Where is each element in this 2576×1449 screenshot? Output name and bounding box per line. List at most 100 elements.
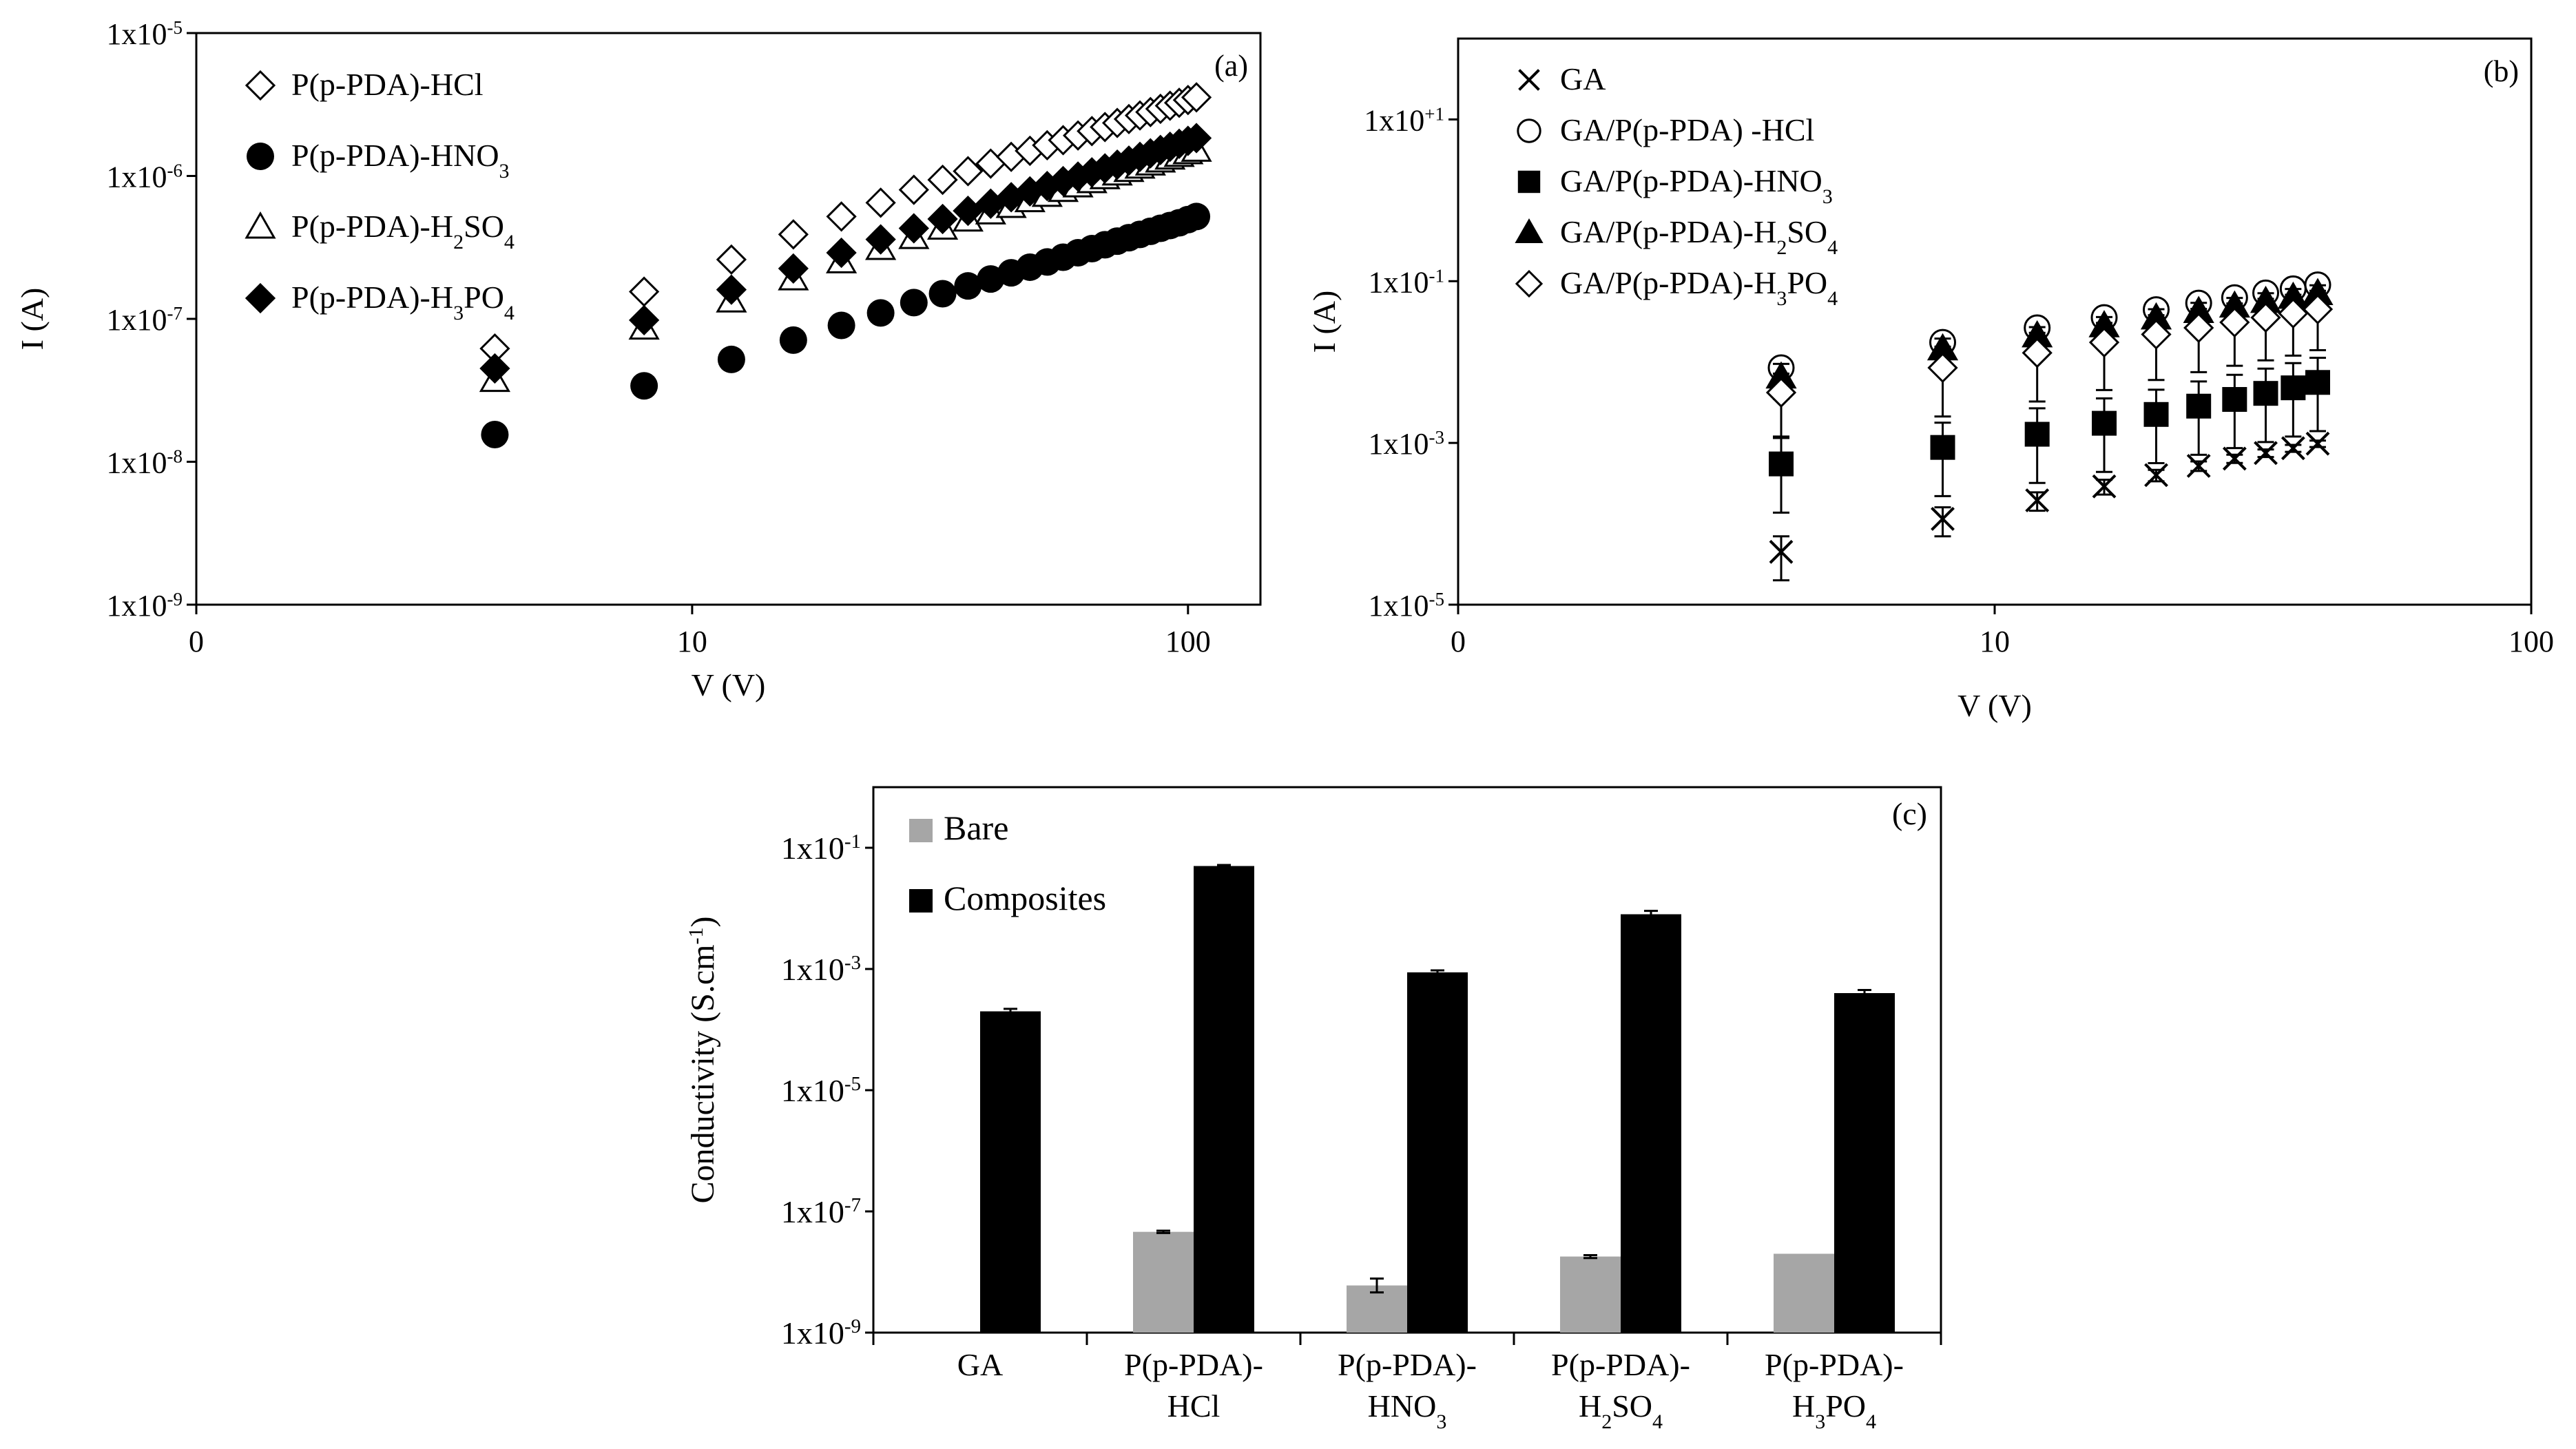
ga-p-p-pda-h3po4-point (2302, 293, 2334, 325)
category-label: P(p-PDA)- (1124, 1347, 1263, 1382)
p-p-pda-hno3-point (954, 272, 982, 300)
ga-point (2092, 474, 2117, 499)
category-label: HCl (1167, 1388, 1221, 1424)
legend-marker (245, 70, 276, 101)
x-axis-label: V (V) (692, 667, 766, 702)
y-axis-label: I (A) (14, 288, 50, 351)
panel-c: 1x10-9 1x10-7 1x10-5 1x10-3 1x10-1 GA P(p-PDA)… (685, 786, 1942, 1433)
p-p-pda-hcl-point (953, 156, 984, 187)
bare-bar (1560, 1256, 1621, 1333)
legend-label: P(p-PDA)-HNO3 (291, 138, 510, 183)
p-p-pda-h3po4-point (927, 203, 958, 235)
x-tick-label: 100 (1165, 625, 1211, 658)
panel-label: (c) (1892, 796, 1927, 831)
panel-label: (a) (1214, 49, 1248, 83)
p-p-pda-hcl-point (629, 276, 660, 307)
legend-swatch (909, 889, 933, 913)
y-tick-label: 1x10-1 (1369, 265, 1445, 299)
ga-p-p-pda-hno3-point (2143, 402, 2169, 427)
p-p-pda-hno3-point (481, 421, 509, 449)
ga-p-p-pda-h3po4-point (2219, 306, 2250, 338)
legend-label: P(p-PDA)-H2SO4 (291, 209, 515, 253)
p-p-pda-h3po4-point (629, 304, 660, 335)
legend-label: GA/P(p-PDA)-H3PO4 (1560, 265, 1838, 310)
legend-swatch (909, 819, 933, 842)
y-tick-label: 1x10-1 (781, 831, 861, 866)
p-p-pda-hcl-point (716, 244, 747, 275)
ga-point (2025, 488, 2050, 512)
p-p-pda-hcl-point (927, 164, 958, 196)
p-p-pda-hcl-point (1181, 82, 1212, 113)
p-p-pda-hcl-point (898, 174, 929, 205)
p-p-pda-h3po4-point (898, 213, 929, 244)
legend-marker (245, 211, 276, 239)
y-axis-label: Conductivity (S.cm-1) (685, 917, 722, 1204)
p-p-pda-h3po4-point (865, 224, 896, 255)
x-tick-label: 0 (189, 625, 204, 658)
ga-p-p-pda-hno3-point (2186, 393, 2212, 419)
y-tick-label: 1x10-6 (107, 160, 183, 194)
ga-p-p-pda-hno3-point (2281, 375, 2306, 401)
ga-point (2305, 431, 2330, 456)
legend-label: GA/P(p-PDA) -HCl (1560, 112, 1814, 147)
y-tick-label: 1x10-9 (107, 589, 183, 623)
ga-p-p-pda-h3po4-point (2250, 302, 2281, 333)
ga-p-p-pda-h3po4-point (1765, 377, 1797, 408)
panel-label: (b) (2484, 54, 2519, 88)
ga-point (2254, 441, 2278, 466)
p-p-pda-hcl-point (865, 187, 896, 218)
ga-p-p-pda-hno3-point (2092, 410, 2117, 436)
panel-b: 1x10-5 1x10-3 1x10-1 1x10+1 0 10 100 I (A) V (V)… (1307, 37, 2554, 723)
legend-label: GA/P(p-PDA)-H2SO4 (1560, 214, 1838, 259)
x-tick-label: 10 (677, 625, 707, 658)
p-p-pda-hno3-point (900, 289, 928, 317)
p-p-pda-h3po4-point (1181, 123, 1212, 154)
p-p-pda-h3po4-point (479, 353, 510, 384)
legend-marker (1515, 218, 1544, 243)
ga-point (1769, 539, 1794, 564)
legend-label: GA/P(p-PDA)-HNO3 (1560, 163, 1833, 208)
y-tick-label: 1x10-3 (781, 952, 861, 987)
p-p-pda-hcl-point (778, 219, 809, 250)
composites-bar (1834, 993, 1895, 1333)
ga-point (2222, 446, 2247, 471)
y-tick-label: 1x10-9 (781, 1315, 861, 1351)
p-p-pda-hno3-point (717, 345, 745, 373)
ga-point (2281, 436, 2305, 461)
p-p-pda-hcl-point (826, 201, 857, 232)
legend-label: P(p-PDA)-HCl (291, 67, 484, 102)
y-axis-label: I (A) (1307, 291, 1342, 353)
x-tick-label: 10 (1980, 625, 2010, 658)
composites-bar (980, 1011, 1041, 1333)
y-tick-label: 1x10-7 (107, 303, 183, 337)
ga-p-p-pda-hno3-point (2253, 381, 2278, 406)
y-tick-label: 1x10-3 (1369, 427, 1445, 461)
ga-p-p-pda-h3po4-point (2088, 327, 2120, 358)
category-label: GA (957, 1347, 1003, 1382)
legend-label: GA (1560, 61, 1606, 96)
ga-p-p-pda-hno3-point (2222, 386, 2247, 412)
ga-point (1931, 507, 1955, 531)
p-p-pda-h3po4-point (716, 274, 747, 305)
legend-marker (247, 143, 274, 170)
p-p-pda-h3po4-point (953, 196, 984, 227)
y-tick-label: 1x10-5 (107, 17, 183, 51)
p-p-pda-hno3-point (779, 326, 807, 354)
y-tick-label: 1x10+1 (1364, 103, 1444, 137)
bare-bar (1774, 1253, 1834, 1333)
y-tick-label: 1x10-5 (781, 1073, 861, 1108)
legend-marker (1517, 170, 1541, 194)
legend-label: Bare (944, 809, 1008, 847)
ga-p-p-pda-hno3-point (2305, 370, 2331, 395)
category-label: H3PO4 (1792, 1388, 1876, 1433)
x-tick-label: 0 (1451, 625, 1466, 658)
ga-p-p-pda-h3po4-point (2141, 319, 2172, 350)
p-p-pda-h3po4-point (826, 237, 857, 269)
ga-p-p-pda-hno3-point (1930, 435, 1955, 460)
x-tick-label: 100 (2509, 625, 2554, 658)
ga-p-p-pda-h3po4-point (2022, 337, 2053, 368)
y-tick-label: 1x10-8 (107, 446, 183, 480)
ga-p-p-pda-hno3-point (1769, 451, 1794, 477)
bare-bar (1133, 1231, 1194, 1333)
